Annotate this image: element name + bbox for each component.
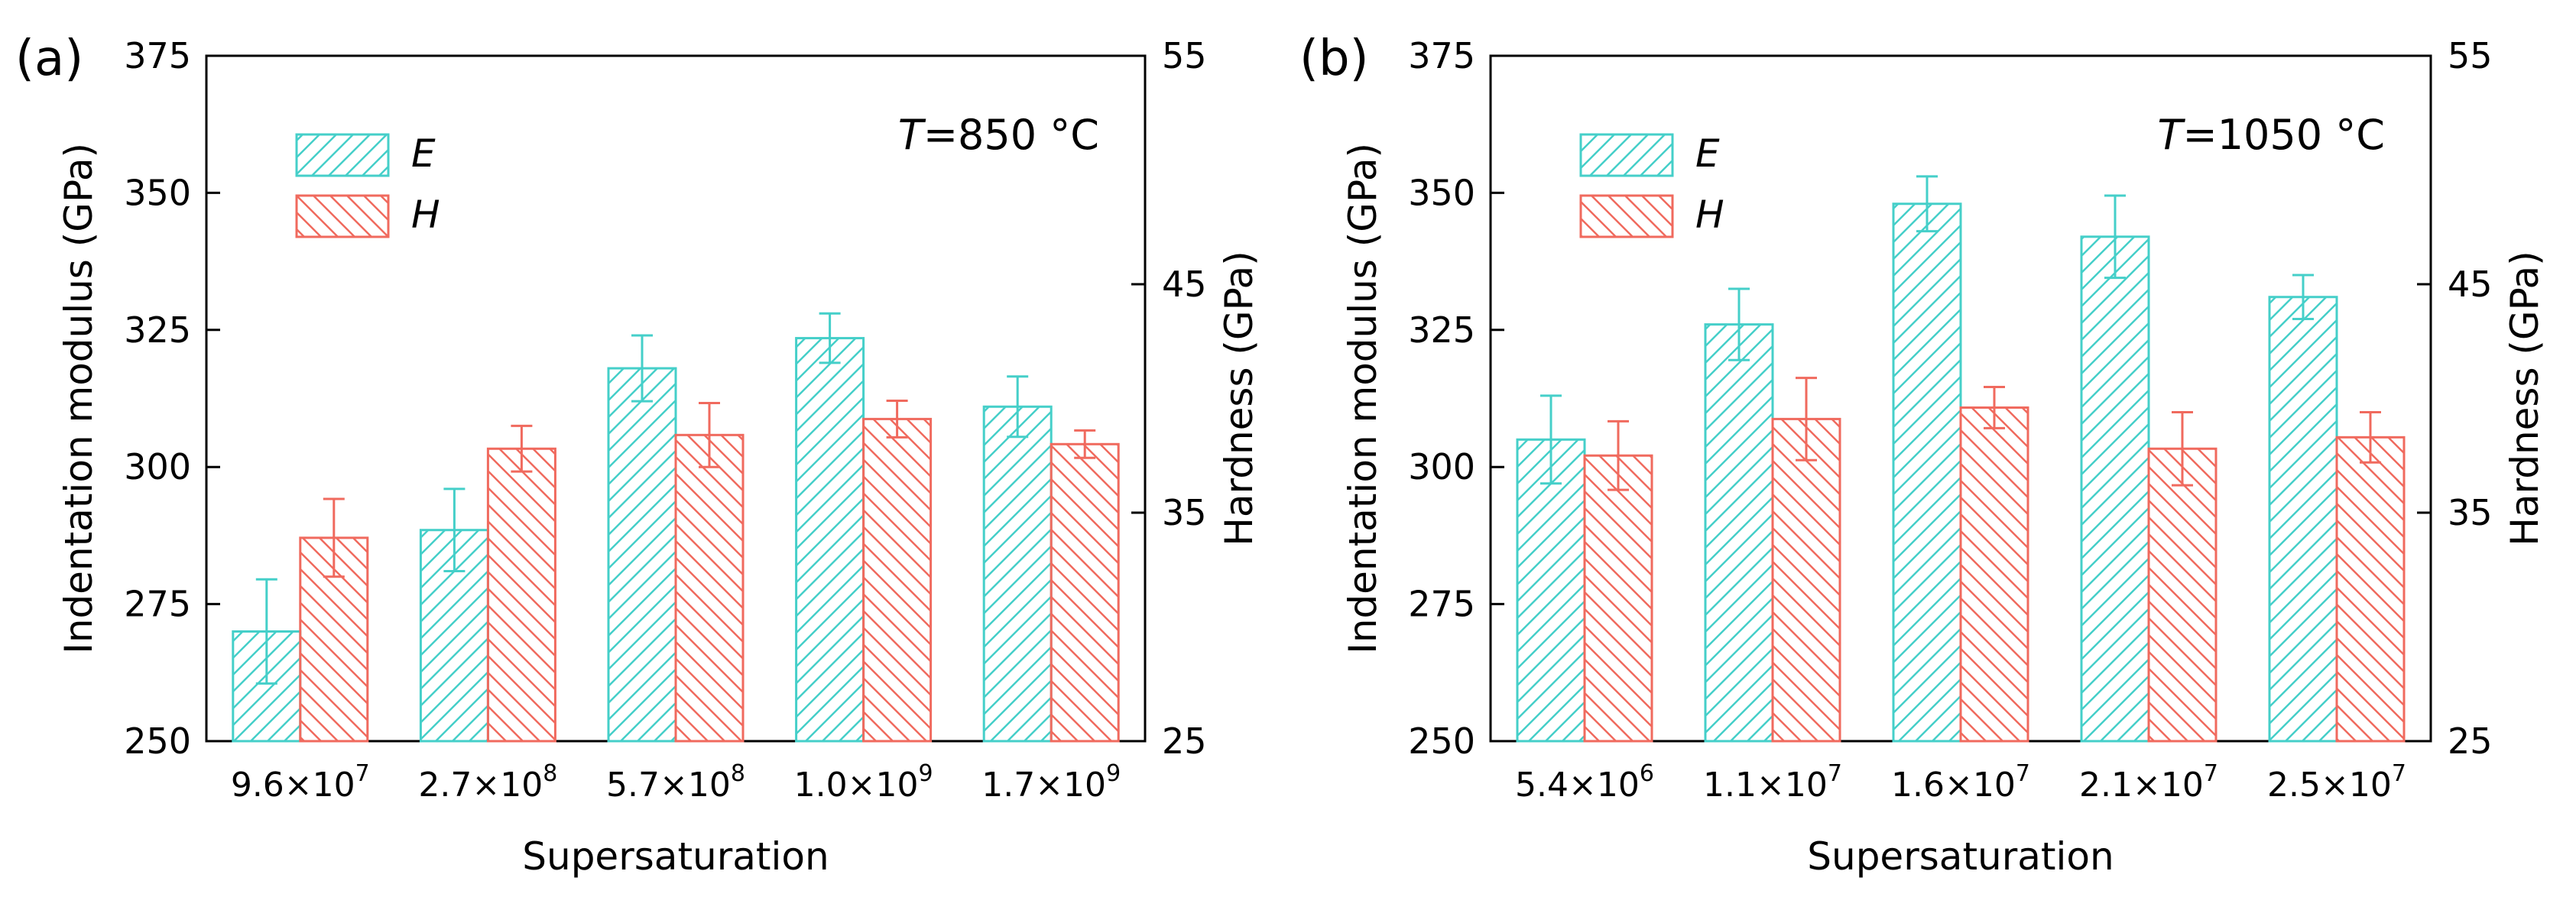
x-tick-mantissa: 2.1×10 (2079, 766, 2204, 805)
y2-tick-label: 35 (1162, 492, 1207, 533)
x-tick-mantissa: 9.6×10 (231, 766, 355, 805)
y-tick-label: 375 (124, 35, 191, 76)
x-tick-exponent: 7 (355, 760, 370, 787)
bar-E-4 (795, 337, 865, 743)
y-tick-label: 350 (124, 172, 191, 213)
bar-H-3 (674, 433, 745, 743)
x-tick-exponent: 8 (731, 760, 745, 787)
x-tick-exponent: 7 (2204, 760, 2218, 787)
bar-E-5 (2268, 296, 2338, 743)
x-tick-exponent: 7 (2392, 760, 2406, 787)
bar-H-1 (299, 536, 369, 743)
y-axis-title: Indentation modulus (GPa) (57, 143, 101, 654)
bar-H-4 (862, 417, 933, 743)
y-axis-title: Indentation modulus (GPa) (1341, 143, 1385, 654)
legend-label-E: E (1695, 131, 1720, 176)
x-tick-exponent: 7 (1828, 760, 1842, 787)
y-tick-label: 275 (1408, 584, 1475, 625)
x-tick-label: 1.1×107 (1703, 760, 1842, 805)
y2-tick-label: 55 (2448, 35, 2493, 76)
annotation-value: =850 °C (923, 111, 1099, 159)
bar-H-4 (2147, 447, 2218, 743)
x-tick-mantissa: 1.1×10 (1703, 766, 1828, 805)
y-tick-label: 350 (1408, 172, 1475, 213)
x-tick-mantissa: 1.6×10 (1891, 766, 2016, 805)
x-tick-mantissa: 5.7×10 (606, 766, 731, 805)
bar-H-2 (1771, 417, 1841, 743)
y-tick-label: 275 (124, 584, 191, 625)
y-tick-label: 300 (1408, 446, 1475, 487)
x-axis-title: Supersaturation (1807, 834, 2114, 879)
x-tick-exponent: 7 (2016, 760, 2030, 787)
x-tick-label: 5.4×106 (1515, 760, 1654, 805)
bar-E-2 (1704, 323, 1774, 743)
legend-swatch-E (295, 133, 390, 177)
x-tick-label: 2.1×107 (2079, 760, 2218, 805)
bar-H-2 (486, 447, 556, 743)
x-tick-label: 1.0×109 (794, 760, 933, 805)
y2-axis-title: Hardness (GPa) (1217, 251, 1261, 546)
x-tick-exponent: 9 (1106, 760, 1121, 787)
legend-swatch-H (295, 194, 390, 238)
temperature-annotation: T=850 °C (898, 111, 1099, 159)
y2-tick-label: 35 (2448, 492, 2493, 533)
x-axis-title: Supersaturation (522, 834, 829, 879)
legend-swatch-H (1579, 194, 1674, 238)
bar-H-5 (2335, 436, 2406, 743)
y2-tick-label: 25 (1162, 721, 1207, 762)
x-tick-exponent: 9 (918, 760, 933, 787)
bar-E-1 (1516, 438, 1586, 743)
x-tick-exponent: 8 (543, 760, 557, 787)
y-tick-label: 250 (124, 721, 191, 762)
x-tick-label: 5.7×108 (606, 760, 745, 805)
bar-H-5 (1050, 442, 1120, 743)
panel-label: (a) (15, 31, 83, 87)
legend-swatch-E (1579, 133, 1674, 177)
annotation-symbol: T (898, 111, 926, 159)
legend-label-H: H (1695, 193, 1724, 237)
annotation-symbol: T (2157, 111, 2185, 159)
x-tick-mantissa: 2.5×10 (2267, 766, 2392, 805)
x-tick-label: 2.7×108 (418, 760, 557, 805)
y-tick-label: 325 (124, 309, 191, 351)
y2-axis-title: Hardness (GPa) (2503, 251, 2547, 546)
y-tick-label: 325 (1408, 309, 1475, 351)
x-tick-mantissa: 1.0×10 (794, 766, 919, 805)
y-tick-label: 250 (1408, 721, 1475, 762)
panel-label: (b) (1299, 31, 1369, 87)
x-tick-mantissa: 5.4×10 (1515, 766, 1640, 805)
bar-E-4 (2080, 235, 2150, 743)
bar-H-3 (1959, 406, 2029, 743)
annotation-value: =1050 °C (2182, 111, 2385, 159)
y2-tick-label: 25 (2448, 721, 2493, 762)
bar-E-5 (982, 405, 1053, 743)
x-tick-mantissa: 2.7×10 (418, 766, 543, 805)
x-tick-label: 2.5×107 (2267, 760, 2406, 805)
legend-label-E: E (411, 131, 436, 176)
x-tick-label: 1.6×107 (1891, 760, 2030, 805)
y2-tick-label: 45 (2448, 264, 2493, 305)
bar-E-3 (1892, 202, 1962, 743)
bar-E-3 (607, 367, 677, 743)
y2-tick-label: 55 (1162, 35, 1207, 76)
temperature-annotation: T=1050 °C (2157, 111, 2385, 159)
y-tick-label: 375 (1408, 35, 1475, 76)
x-tick-label: 9.6×107 (231, 760, 370, 805)
y-tick-label: 300 (124, 446, 191, 487)
legend-label-H: H (411, 193, 440, 237)
x-tick-mantissa: 1.7×10 (981, 766, 1106, 805)
x-tick-label: 1.7×109 (981, 760, 1121, 805)
x-tick-exponent: 6 (1640, 760, 1654, 787)
bar-H-1 (1583, 454, 1653, 743)
y2-tick-label: 45 (1162, 264, 1207, 305)
